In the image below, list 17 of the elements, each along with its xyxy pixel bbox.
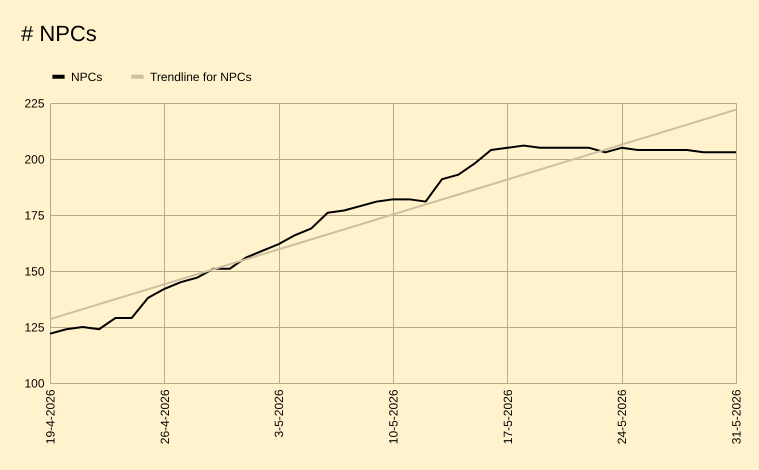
line-series: [49, 144, 737, 335]
x-tick-label: 26-4-2026: [158, 389, 172, 444]
x-tick-label: 17-5-2026: [500, 389, 515, 444]
y-tick-label: 100: [24, 376, 45, 390]
legend-label: NPCs: [71, 70, 102, 84]
x-tick-label: 3-5-2026: [272, 389, 286, 438]
legend-label: Trendline for NPCs: [150, 70, 252, 84]
y-tick-label: 200: [24, 152, 45, 166]
y-tick-label: 150: [24, 264, 45, 278]
x-tick-label: 10-5-2026: [386, 389, 400, 444]
y-tick-label: 175: [24, 208, 45, 222]
x-tick-label: 31-5-2026: [730, 389, 744, 444]
y-tick-label: 125: [24, 320, 45, 334]
chart-title: # NPCs: [20, 21, 97, 46]
y-tick-label: 225: [24, 96, 45, 110]
x-tick-label: 19-4-2026: [44, 389, 58, 444]
x-tick-label: 24-5-2026: [615, 389, 630, 444]
